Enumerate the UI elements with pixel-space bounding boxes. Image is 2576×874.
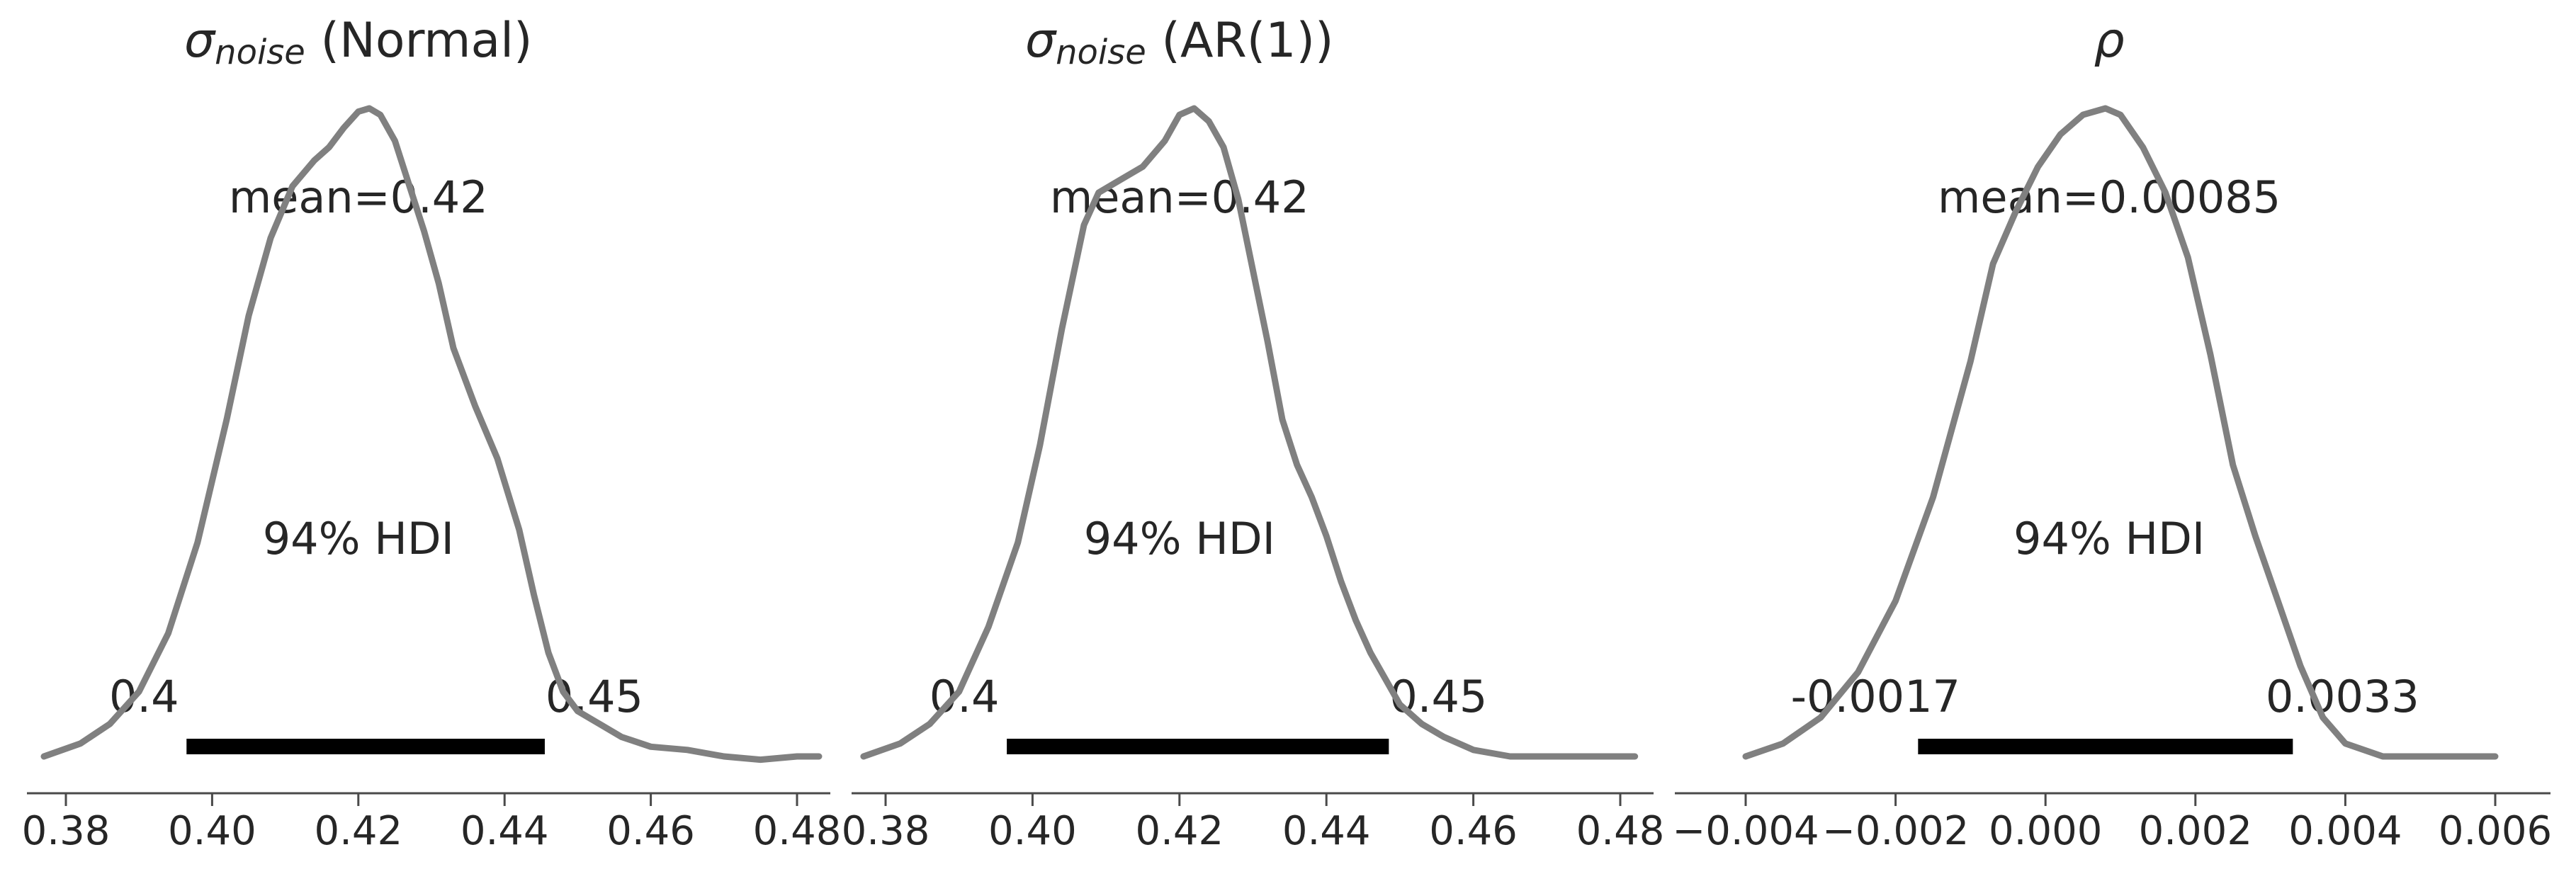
x-tick-label: −0.002	[1822, 808, 1969, 854]
x-tick-label: 0.40	[988, 808, 1077, 854]
x-tick-label: 0.48	[753, 808, 842, 854]
panel-title: σnoise (AR(1))	[1025, 13, 1334, 72]
panel-title: σnoise (Normal)	[184, 13, 533, 72]
hdi-high-label: 0.0033	[2266, 671, 2419, 722]
x-tick-label: 0.000	[1989, 808, 2102, 854]
x-tick-label: 0.38	[22, 808, 111, 854]
panel-sigma-noise-ar1: σnoise (AR(1)) mean=0.42 94% HDI 0.4 0.4…	[842, 13, 1665, 854]
hdi-label: 94% HDI	[263, 513, 454, 564]
panel-rho: ρ mean=0.00085 94% HDI -0.0017 0.0033 −0…	[1672, 13, 2552, 854]
kde-curve	[1742, 105, 2499, 760]
title-subscript: noise	[1056, 33, 1146, 72]
title-symbol: σ	[184, 13, 216, 69]
x-tick-label: 0.44	[461, 808, 549, 854]
title-suffix: (AR(1))	[1146, 13, 1334, 69]
panel-sigma-noise-normal: σnoise (Normal) mean=0.42 94% HDI 0.4 0.…	[22, 13, 842, 854]
x-tick-label: 0.46	[1429, 808, 1518, 854]
hdi-label: 94% HDI	[1084, 513, 1275, 564]
mean-label: mean=0.00085	[1938, 171, 2281, 223]
x-tick-label: 0.44	[1282, 808, 1371, 854]
x-tick-label: 0.38	[842, 808, 930, 854]
kde-curve	[860, 105, 1639, 760]
x-tick-label: 0.002	[2139, 808, 2252, 854]
x-tick-label: 0.006	[2439, 808, 2552, 854]
title-symbol: σ	[1025, 13, 1057, 69]
x-tick-label: 0.42	[1135, 808, 1224, 854]
x-tick-label: 0.46	[606, 808, 695, 854]
panel-title: ρ	[2094, 13, 2125, 69]
x-tick-label: 0.004	[2288, 808, 2402, 854]
title-suffix: (Normal)	[305, 13, 533, 69]
hdi-low-label: -0.0017	[1791, 671, 1960, 722]
title-subscript: noise	[215, 33, 305, 72]
x-tick-label: 0.40	[168, 808, 256, 854]
x-tick-label: 0.48	[1576, 808, 1665, 854]
title-symbol: ρ	[2094, 13, 2125, 69]
kde-curve	[40, 105, 823, 764]
hdi-high-label: 0.45	[1389, 671, 1487, 722]
x-tick-label: −0.004	[1672, 808, 1819, 854]
mean-label: mean=0.42	[229, 171, 488, 223]
x-tick-label: 0.42	[314, 808, 402, 854]
hdi-label: 94% HDI	[2013, 513, 2205, 564]
